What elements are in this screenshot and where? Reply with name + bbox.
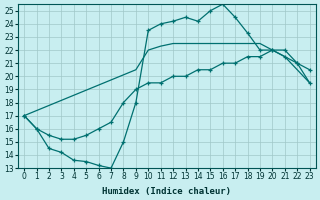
X-axis label: Humidex (Indice chaleur): Humidex (Indice chaleur) <box>102 187 231 196</box>
